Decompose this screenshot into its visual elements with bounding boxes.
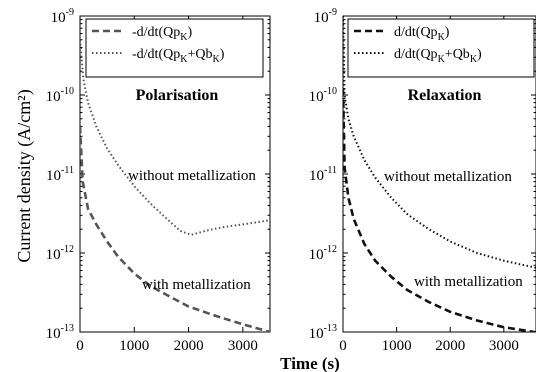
legend-box <box>347 18 535 78</box>
y-tick-label: 10-11 <box>309 165 337 184</box>
dotted-series-line <box>343 16 536 269</box>
x-tick-label: 0 <box>339 338 347 354</box>
dashed-series-line <box>343 88 536 332</box>
dashed-series-line <box>80 126 270 332</box>
x-axis-label: Time (s) <box>280 354 340 372</box>
legend-box <box>85 18 264 78</box>
chart-panel-2: 10-13 10-12 10-11 10-10 10-9 0 1000 2000 3000 d/d… <box>309 7 536 354</box>
y-tick-label: 10-12 <box>46 244 74 263</box>
y-tick-label: 10-9 <box>314 7 337 26</box>
annotation-without-metallization: without metallization <box>384 169 512 185</box>
legend-label: d/dt(QpK+QbK) <box>394 47 482 65</box>
annotation-with-metallization: with metallization <box>414 274 523 290</box>
y-tick-label: 10-10 <box>46 86 74 105</box>
legend-label: d/dt(QpK) <box>394 25 450 43</box>
x-tick-label: 3000 <box>228 338 258 354</box>
y-tick-label: 10-11 <box>46 165 74 184</box>
x-tick-label: 2000 <box>174 338 204 354</box>
y-tick-label: 10-9 <box>51 7 74 26</box>
y-tick-label: 10-10 <box>309 86 337 105</box>
x-tick-label: 0 <box>76 338 84 354</box>
y-tick-label: 10-12 <box>309 244 337 263</box>
y-tick-label: 10-13 <box>309 323 337 342</box>
y-axis-label: Current density (A/cm²) <box>14 89 35 262</box>
legend-label: -d/dt(QpK) <box>132 25 192 43</box>
x-tick-label: 2000 <box>435 338 465 354</box>
x-tick-label: 1000 <box>119 338 149 354</box>
chart-panel-1: 10-13 10-12 10-11 10-10 10-9 0 1000 2000 3000 -d/… <box>46 7 271 354</box>
legend-label: -d/dt(QpK+QbK) <box>132 47 225 65</box>
x-tick-label: 3000 <box>489 338 519 354</box>
annotation-without-metallization: without metallization <box>128 168 256 184</box>
x-tick-label: 1000 <box>382 338 412 354</box>
dotted-series-line <box>80 39 270 236</box>
y-tick-label: 10-13 <box>46 323 74 342</box>
panel-title: Relaxation <box>408 87 482 104</box>
panel-title: Polarisation <box>136 87 219 104</box>
annotation-with-metallization: with metallization <box>142 277 251 293</box>
